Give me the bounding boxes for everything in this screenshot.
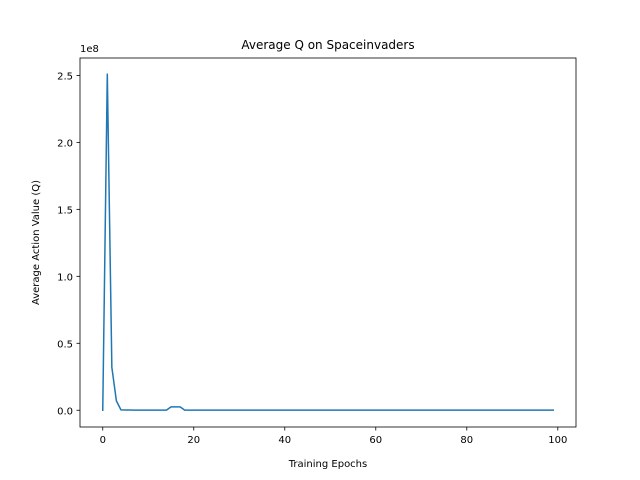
y-axis-title: Average Action Value (Q) bbox=[31, 180, 42, 305]
x-axis-title: Training Epochs bbox=[288, 459, 367, 470]
y-tick-label: 1.5 bbox=[57, 205, 73, 216]
x-tick-label: 20 bbox=[187, 435, 200, 446]
x-tick-label: 40 bbox=[278, 435, 291, 446]
series-line bbox=[101, 73, 554, 412]
x-tick-label: 80 bbox=[460, 435, 473, 446]
y-offset-label: 1e8 bbox=[80, 44, 99, 55]
x-tick-label: 60 bbox=[369, 435, 382, 446]
y-tick-label: 2.5 bbox=[57, 71, 73, 82]
x-tick-label: 0 bbox=[100, 435, 106, 446]
plot-area: 0 20 40 60 80 100 0.0 0.5 1.0 1.5 2.0 2.5 bbox=[57, 71, 567, 446]
plot-frame bbox=[79, 57, 577, 428]
y-tick-label: 1.0 bbox=[57, 272, 73, 283]
y-tick-label: 0.5 bbox=[57, 339, 73, 350]
chart-title: Average Q on Spaceinvaders bbox=[241, 38, 414, 52]
y-tick-label: 2.0 bbox=[57, 138, 73, 149]
x-tick-label: 100 bbox=[548, 435, 567, 446]
y-tick-label: 0.0 bbox=[57, 406, 73, 417]
